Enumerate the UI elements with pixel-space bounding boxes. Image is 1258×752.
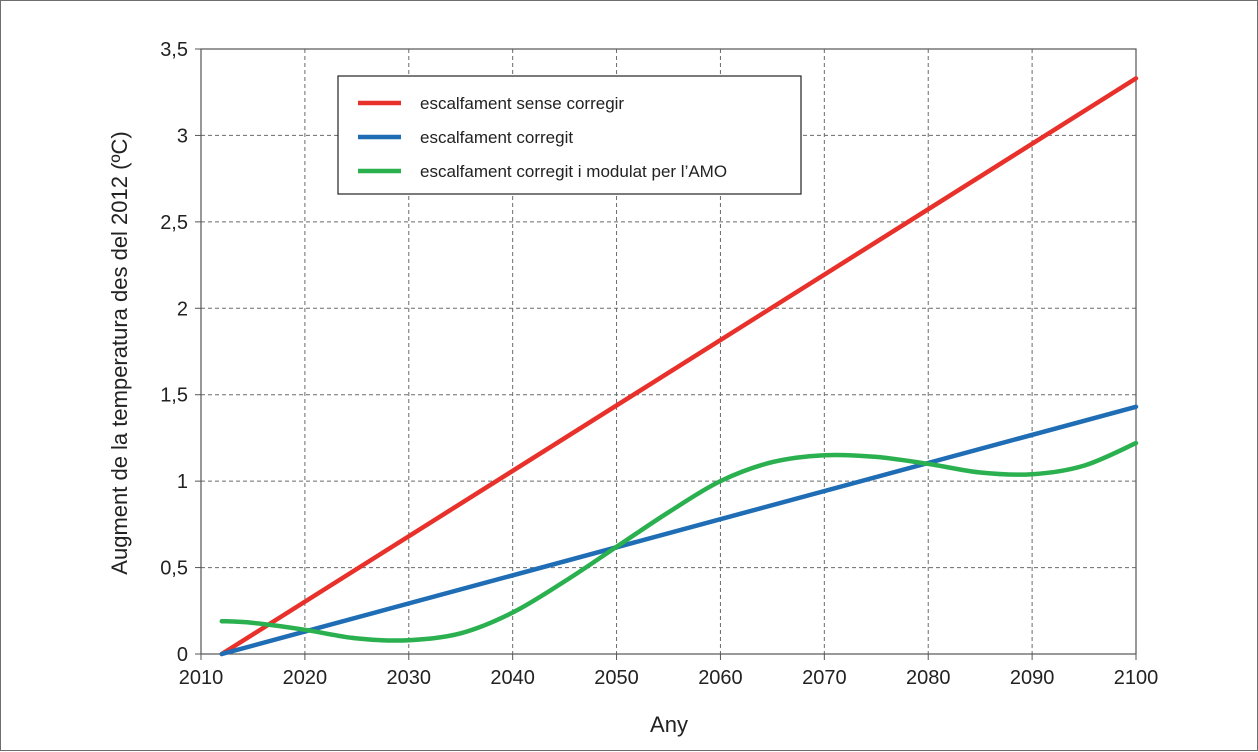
x-tick-label: 2100 <box>1114 667 1159 689</box>
x-tick-label: 2080 <box>906 667 951 689</box>
x-tick-label: 2060 <box>698 667 743 689</box>
x-tick-label: 2010 <box>179 667 224 689</box>
y-axis-ticks: 0 0,5 1 1,5 2 2,5 3 3,5 <box>160 39 201 666</box>
y-tick-label: 0,5 <box>160 558 188 580</box>
legend-label-2: escalfament corregit <box>420 128 573 147</box>
y-tick-label: 1 <box>177 471 188 493</box>
y-tick-label: 2,5 <box>160 212 188 234</box>
y-axis-label: Augment de la temperatura des del 2012 (… <box>107 131 132 574</box>
series-line-1 <box>219 76 1139 657</box>
x-tick-label: 2090 <box>1010 667 1055 689</box>
y-tick-label: 3,5 <box>160 39 188 61</box>
plot-border <box>200 48 1137 655</box>
y-tick-label: 3 <box>177 125 188 147</box>
x-tick-label: 2030 <box>387 667 432 689</box>
y-tick-label: 1,5 <box>160 385 188 407</box>
legend-box <box>337 75 802 195</box>
y-tick-label: 2 <box>177 298 188 320</box>
plot-area-border <box>200 48 1137 655</box>
x-tick-label: 2050 <box>594 667 639 689</box>
legend: escalfament sense corregir escalfament co… <box>337 75 802 195</box>
series-lines <box>219 76 1139 657</box>
legend-label-1: escalfament sense corregir <box>420 94 624 113</box>
x-tick-label: 2020 <box>283 667 328 689</box>
x-axis-ticks: 2010 2020 2030 2040 2050 2060 2070 2080 2090 2100 <box>179 654 1159 689</box>
y-tick-label: 0 <box>177 644 188 666</box>
legend-label-3: escalfament corregit i modulat per l’AMO <box>420 162 727 181</box>
series-line-2 <box>219 404 1139 657</box>
series-line-3 <box>219 440 1139 643</box>
x-tick-label: 2070 <box>802 667 847 689</box>
x-tick-label: 2040 <box>490 667 535 689</box>
x-axis-label: Any <box>650 712 688 737</box>
